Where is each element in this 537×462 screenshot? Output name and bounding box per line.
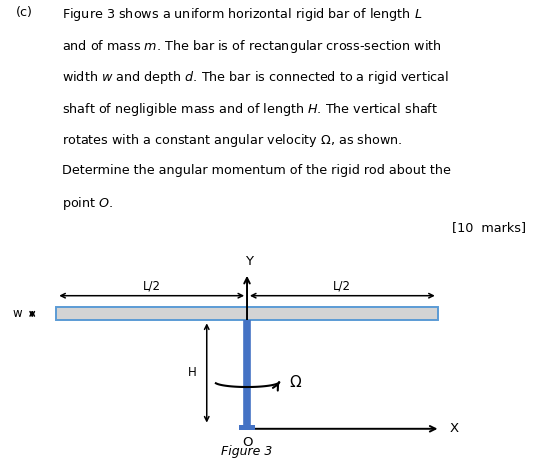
Text: Figure 3: Figure 3: [221, 445, 273, 458]
Text: X: X: [450, 422, 459, 435]
Text: Figure 3 shows a uniform horizontal rigid bar of length $L$: Figure 3 shows a uniform horizontal rigi…: [62, 6, 422, 23]
Text: L/2: L/2: [143, 280, 161, 292]
Text: H: H: [188, 366, 197, 379]
Text: rotates with a constant angular velocity $\Omega$, as shown.: rotates with a constant angular velocity…: [62, 132, 402, 149]
Text: point $O$.: point $O$.: [62, 195, 113, 212]
Text: width $w$ and depth $d$. The bar is connected to a rigid vertical: width $w$ and depth $d$. The bar is conn…: [62, 69, 448, 86]
Text: (c): (c): [16, 6, 33, 19]
Text: Determine the angular momentum of the rigid rod about the: Determine the angular momentum of the ri…: [62, 164, 451, 176]
Text: L/2: L/2: [333, 280, 351, 292]
Bar: [239, 425, 255, 430]
Text: w: w: [13, 307, 23, 320]
Text: Y: Y: [245, 255, 252, 268]
Text: [10  marks]: [10 marks]: [452, 220, 526, 234]
Text: and of mass $m$. The bar is of rectangular cross-section with: and of mass $m$. The bar is of rectangul…: [62, 37, 441, 55]
Bar: [56, 307, 438, 321]
Text: $\Omega$: $\Omega$: [289, 374, 302, 390]
Text: O: O: [242, 437, 252, 450]
Text: shaft of negligible mass and of length $H$. The vertical shaft: shaft of negligible mass and of length $…: [62, 101, 438, 118]
